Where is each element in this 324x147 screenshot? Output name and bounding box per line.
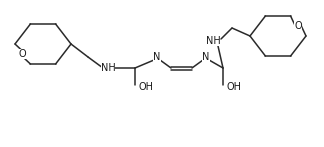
Text: O: O (19, 49, 27, 59)
Text: N: N (202, 52, 210, 62)
Text: N: N (153, 52, 161, 62)
Text: OH: OH (138, 82, 153, 92)
Text: OH: OH (226, 82, 241, 92)
Text: O: O (295, 21, 302, 31)
Text: NH: NH (206, 36, 220, 46)
Text: NH: NH (101, 63, 115, 73)
